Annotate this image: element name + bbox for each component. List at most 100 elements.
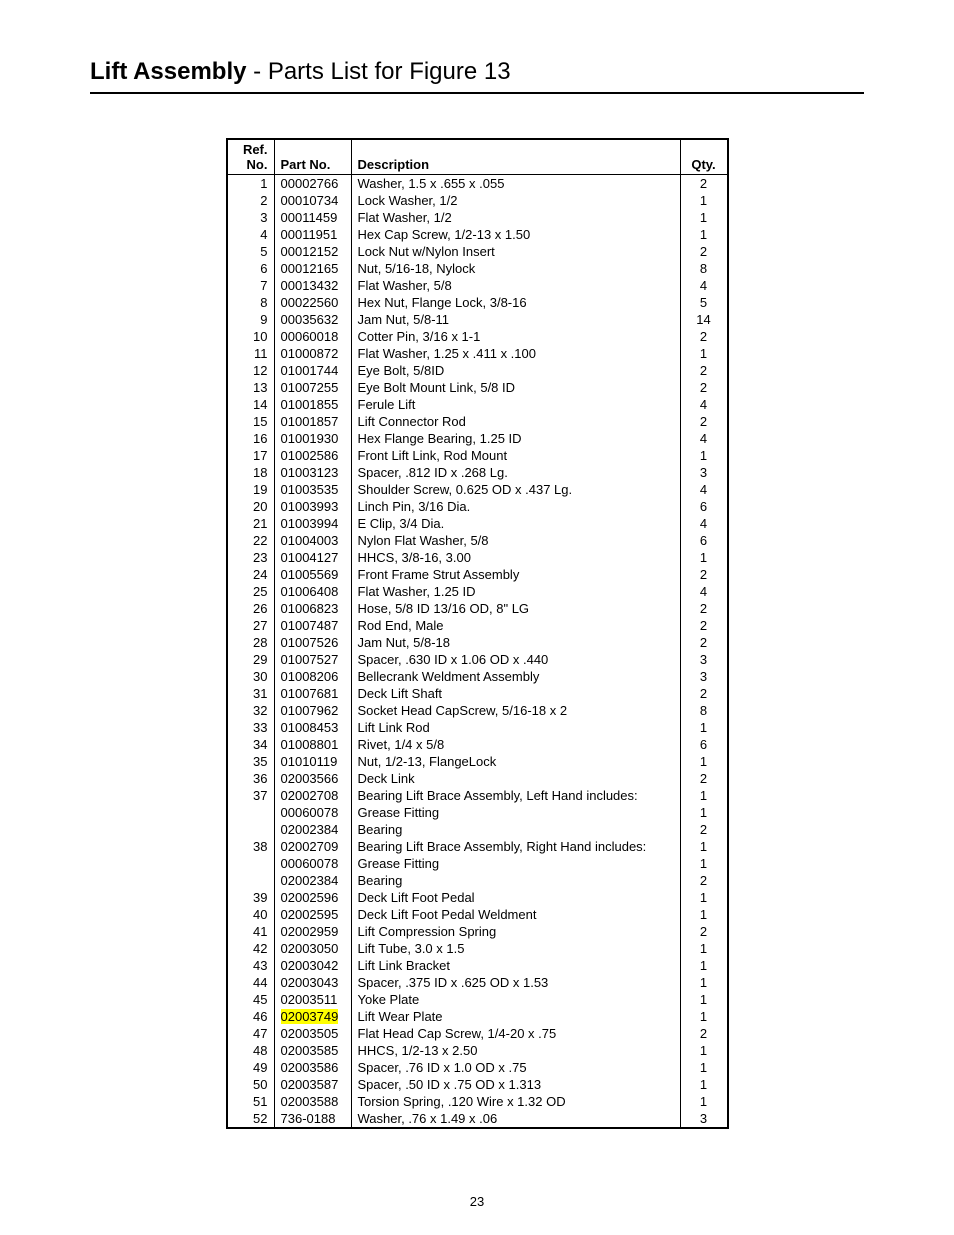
cell-description: HHCS, 3/8-16, 3.00 bbox=[351, 549, 680, 566]
cell-description: Bellecrank Weldment Assembly bbox=[351, 668, 680, 685]
cell-ref: 29 bbox=[227, 651, 275, 668]
cell-description: E Clip, 3/4 Dia. bbox=[351, 515, 680, 532]
cell-qty: 14 bbox=[680, 311, 728, 328]
cell-qty: 2 bbox=[680, 685, 728, 702]
table-row: 4402003043Spacer, .375 ID x .625 OD x 1.… bbox=[227, 974, 728, 991]
cell-ref: 51 bbox=[227, 1093, 275, 1110]
cell-ref: 27 bbox=[227, 617, 275, 634]
cell-ref: 45 bbox=[227, 991, 275, 1008]
cell-description: Spacer, .50 ID x .75 OD x 1.313 bbox=[351, 1076, 680, 1093]
cell-partno: 02003566 bbox=[274, 770, 351, 787]
cell-qty: 2 bbox=[680, 923, 728, 940]
cell-ref: 1 bbox=[227, 175, 275, 193]
cell-ref: 36 bbox=[227, 770, 275, 787]
table-row: 400011951Hex Cap Screw, 1/2-13 x 1.501 bbox=[227, 226, 728, 243]
cell-ref: 11 bbox=[227, 345, 275, 362]
cell-partno: 02002596 bbox=[274, 889, 351, 906]
cell-partno: 02002595 bbox=[274, 906, 351, 923]
cell-ref: 16 bbox=[227, 430, 275, 447]
cell-qty: 2 bbox=[680, 379, 728, 396]
cell-ref: 43 bbox=[227, 957, 275, 974]
header-ref: Ref. No. bbox=[227, 139, 275, 175]
cell-description: Lock Washer, 1/2 bbox=[351, 192, 680, 209]
cell-partno: 01003535 bbox=[274, 481, 351, 498]
cell-description: Deck Lift Foot Pedal Weldment bbox=[351, 906, 680, 923]
title-bar: Lift Assembly - Parts List for Figure 13 bbox=[90, 58, 864, 94]
cell-ref: 13 bbox=[227, 379, 275, 396]
table-row: 2801007526Jam Nut, 5/8-182 bbox=[227, 634, 728, 651]
table-row: 2001003993Linch Pin, 3/16 Dia.6 bbox=[227, 498, 728, 515]
cell-description: Jam Nut, 5/8-11 bbox=[351, 311, 680, 328]
cell-partno: 01007962 bbox=[274, 702, 351, 719]
highlighted-partno: 02003749 bbox=[281, 1009, 339, 1024]
table-row: 4902003586Spacer, .76 ID x 1.0 OD x .751 bbox=[227, 1059, 728, 1076]
cell-description: Rivet, 1/4 x 5/8 bbox=[351, 736, 680, 753]
cell-ref: 2 bbox=[227, 192, 275, 209]
cell-partno: 02002708 bbox=[274, 787, 351, 804]
cell-description: Flat Washer, 1.25 x .411 x .100 bbox=[351, 345, 680, 362]
cell-partno: 02002384 bbox=[274, 872, 351, 889]
cell-description: Rod End, Male bbox=[351, 617, 680, 634]
cell-partno: 01007681 bbox=[274, 685, 351, 702]
cell-qty: 1 bbox=[680, 1008, 728, 1025]
table-row: 100002766Washer, 1.5 x .655 x .0552 bbox=[227, 175, 728, 193]
title-regular: - Parts List for Figure 13 bbox=[246, 58, 510, 85]
cell-partno: 01008801 bbox=[274, 736, 351, 753]
table-row: 4002002595Deck Lift Foot Pedal Weldment1 bbox=[227, 906, 728, 923]
table-row: 2601006823Hose, 5/8 ID 13/16 OD, 8" LG2 bbox=[227, 600, 728, 617]
cell-ref: 35 bbox=[227, 753, 275, 770]
table-row: 1701002586Front Lift Link, Rod Mount1 bbox=[227, 447, 728, 464]
cell-qty: 2 bbox=[680, 243, 728, 260]
cell-description: Torsion Spring, .120 Wire x 1.32 OD bbox=[351, 1093, 680, 1110]
cell-qty: 1 bbox=[680, 889, 728, 906]
cell-description: Flat Washer, 1/2 bbox=[351, 209, 680, 226]
cell-qty: 2 bbox=[680, 872, 728, 889]
cell-partno: 00011459 bbox=[274, 209, 351, 226]
cell-ref: 14 bbox=[227, 396, 275, 413]
table-row: 02002384Bearing2 bbox=[227, 872, 728, 889]
cell-qty: 3 bbox=[680, 1110, 728, 1128]
cell-qty: 4 bbox=[680, 583, 728, 600]
cell-description: Spacer, .812 ID x .268 Lg. bbox=[351, 464, 680, 481]
table-row: 52736-0188Washer, .76 x 1.49 x .063 bbox=[227, 1110, 728, 1128]
cell-qty: 2 bbox=[680, 634, 728, 651]
table-row: 02002384Bearing2 bbox=[227, 821, 728, 838]
cell-description: Lock Nut w/Nylon Insert bbox=[351, 243, 680, 260]
cell-description: Bearing Lift Brace Assembly, Right Hand … bbox=[351, 838, 680, 855]
cell-ref: 24 bbox=[227, 566, 275, 583]
cell-description: Front Lift Link, Rod Mount bbox=[351, 447, 680, 464]
cell-ref: 49 bbox=[227, 1059, 275, 1076]
cell-partno: 01008206 bbox=[274, 668, 351, 685]
cell-qty: 4 bbox=[680, 430, 728, 447]
cell-qty: 6 bbox=[680, 736, 728, 753]
cell-partno: 01003993 bbox=[274, 498, 351, 515]
cell-ref: 5 bbox=[227, 243, 275, 260]
cell-ref: 25 bbox=[227, 583, 275, 600]
cell-ref bbox=[227, 855, 275, 872]
table-row: 2501006408Flat Washer, 1.25 ID4 bbox=[227, 583, 728, 600]
cell-partno: 01001744 bbox=[274, 362, 351, 379]
cell-qty: 4 bbox=[680, 481, 728, 498]
table-row: 2101003994E Clip, 3/4 Dia.4 bbox=[227, 515, 728, 532]
cell-ref: 10 bbox=[227, 328, 275, 345]
cell-description: Grease Fitting bbox=[351, 855, 680, 872]
table-row: 3401008801Rivet, 1/4 x 5/86 bbox=[227, 736, 728, 753]
cell-description: Washer, 1.5 x .655 x .055 bbox=[351, 175, 680, 193]
cell-qty: 1 bbox=[680, 974, 728, 991]
cell-description: Lift Connector Rod bbox=[351, 413, 680, 430]
cell-qty: 1 bbox=[680, 192, 728, 209]
page: Lift Assembly - Parts List for Figure 13… bbox=[0, 0, 954, 1235]
cell-partno: 01000872 bbox=[274, 345, 351, 362]
cell-partno: 02003587 bbox=[274, 1076, 351, 1093]
cell-partno: 01006408 bbox=[274, 583, 351, 600]
cell-ref: 7 bbox=[227, 277, 275, 294]
table-row: 1401001855Ferule Lift4 bbox=[227, 396, 728, 413]
cell-partno: 736-0188 bbox=[274, 1110, 351, 1128]
cell-partno: 01005569 bbox=[274, 566, 351, 583]
cell-description: Lift Tube, 3.0 x 1.5 bbox=[351, 940, 680, 957]
cell-qty: 1 bbox=[680, 991, 728, 1008]
cell-description: Shoulder Screw, 0.625 OD x .437 Lg. bbox=[351, 481, 680, 498]
cell-partno: 02003511 bbox=[274, 991, 351, 1008]
table-row: 3802002709Bearing Lift Brace Assembly, R… bbox=[227, 838, 728, 855]
cell-qty: 2 bbox=[680, 821, 728, 838]
